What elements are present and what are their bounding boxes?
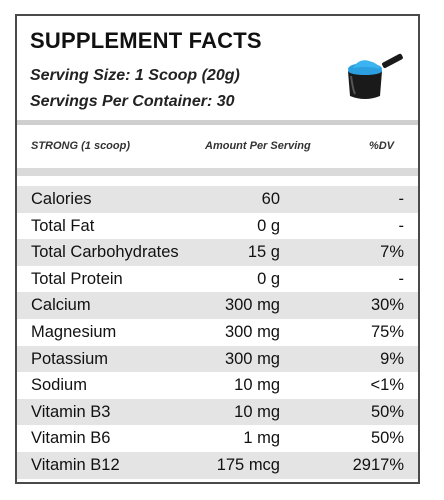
nutrient-dv: -: [398, 216, 405, 235]
nutrient-amount: 0 g: [257, 216, 280, 235]
nutrient-name: Total Fat: [31, 216, 95, 235]
nutrient-dv: 50%: [370, 402, 404, 421]
table-row: Sodium 10 mg <1%: [17, 372, 418, 399]
nutrient-dv: 30%: [370, 296, 404, 315]
nutrient-name: Potassium: [31, 349, 109, 368]
nutrient-amount: 300 mg: [224, 322, 280, 341]
header-name: STRONG (1 scoop): [31, 140, 131, 152]
table-row: Potassium 300 mg 9%: [17, 345, 418, 373]
nutrient-name: Total Protein: [31, 269, 123, 288]
nutrient-dv: <1%: [370, 376, 404, 395]
divider-thick: [17, 120, 418, 125]
nutrient-name: Vitamin B12: [31, 455, 120, 474]
nutrient-amount: 10 mg: [234, 376, 280, 395]
divider-header: [17, 168, 418, 176]
nutrient-name: Vitamin B3: [31, 402, 111, 421]
servings-per-container: Servings Per Container: 30: [30, 93, 235, 110]
nutrient-dv: 9%: [380, 349, 404, 368]
nutrient-amount: 15 g: [247, 243, 280, 262]
panel-title: SUPPLEMENT FACTS: [30, 28, 262, 53]
nutrient-name: Calcium: [31, 296, 91, 315]
table-row: Total Fat 0 g -: [17, 213, 418, 240]
nutrient-name: Vitamin B6: [31, 429, 111, 448]
table-row: Total Protein 0 g -: [17, 266, 418, 293]
nutrient-name: Magnesium: [31, 322, 117, 341]
table-row: Calories 60 -: [17, 186, 418, 213]
table-row: Vitamin B6 1 mg 50%: [17, 425, 418, 452]
nutrient-name: Calories: [31, 190, 92, 208]
nutrient-dv: -: [398, 190, 405, 208]
nutrient-amount: 1 mg: [243, 429, 280, 448]
table-row: Total Carbohydrates 15 g 7%: [17, 239, 418, 266]
nutrient-dv: -: [398, 269, 405, 288]
table-row: Vitamin B12 175 mcg 2917%: [17, 451, 418, 479]
nutrient-amount: 175 mcg: [216, 455, 280, 474]
nutrient-dv: 75%: [370, 322, 404, 341]
table-row: Calcium 300 mg 30%: [17, 292, 418, 319]
nutrient-amount: 0 g: [257, 269, 280, 288]
header-amount: Amount Per Serving: [205, 140, 311, 152]
nutrient-amount: 300 mg: [224, 296, 280, 315]
serving-size: Serving Size: 1 Scoop (20g): [30, 67, 240, 84]
supplement-facts-panel: SUPPLEMENT FACTS Serving Size: 1 Scoop (…: [15, 14, 420, 484]
scoop-icon: [348, 53, 403, 99]
nutrient-table: Calories 60 - Total Fat 0 g - Total Carbohydra…: [17, 186, 418, 479]
nutrient-amount: 300 mg: [224, 349, 280, 368]
header-dv: %DV: [368, 140, 394, 152]
nutrient-dv: 2917%: [352, 455, 404, 474]
nutrient-name: Total Carbohydrates: [31, 243, 179, 262]
nutrient-name: Sodium: [31, 376, 87, 395]
nutrient-dv: 50%: [370, 429, 404, 448]
table-header: STRONG (1 scoop) Amount Per Serving %DV: [17, 140, 418, 158]
nutrient-amount: 60: [261, 190, 280, 208]
nutrient-amount: 10 mg: [234, 402, 280, 421]
table-row: Magnesium 300 mg 75%: [17, 319, 418, 346]
nutrient-dv: 7%: [380, 243, 404, 262]
table-row: Vitamin B3 10 mg 50%: [17, 398, 418, 426]
